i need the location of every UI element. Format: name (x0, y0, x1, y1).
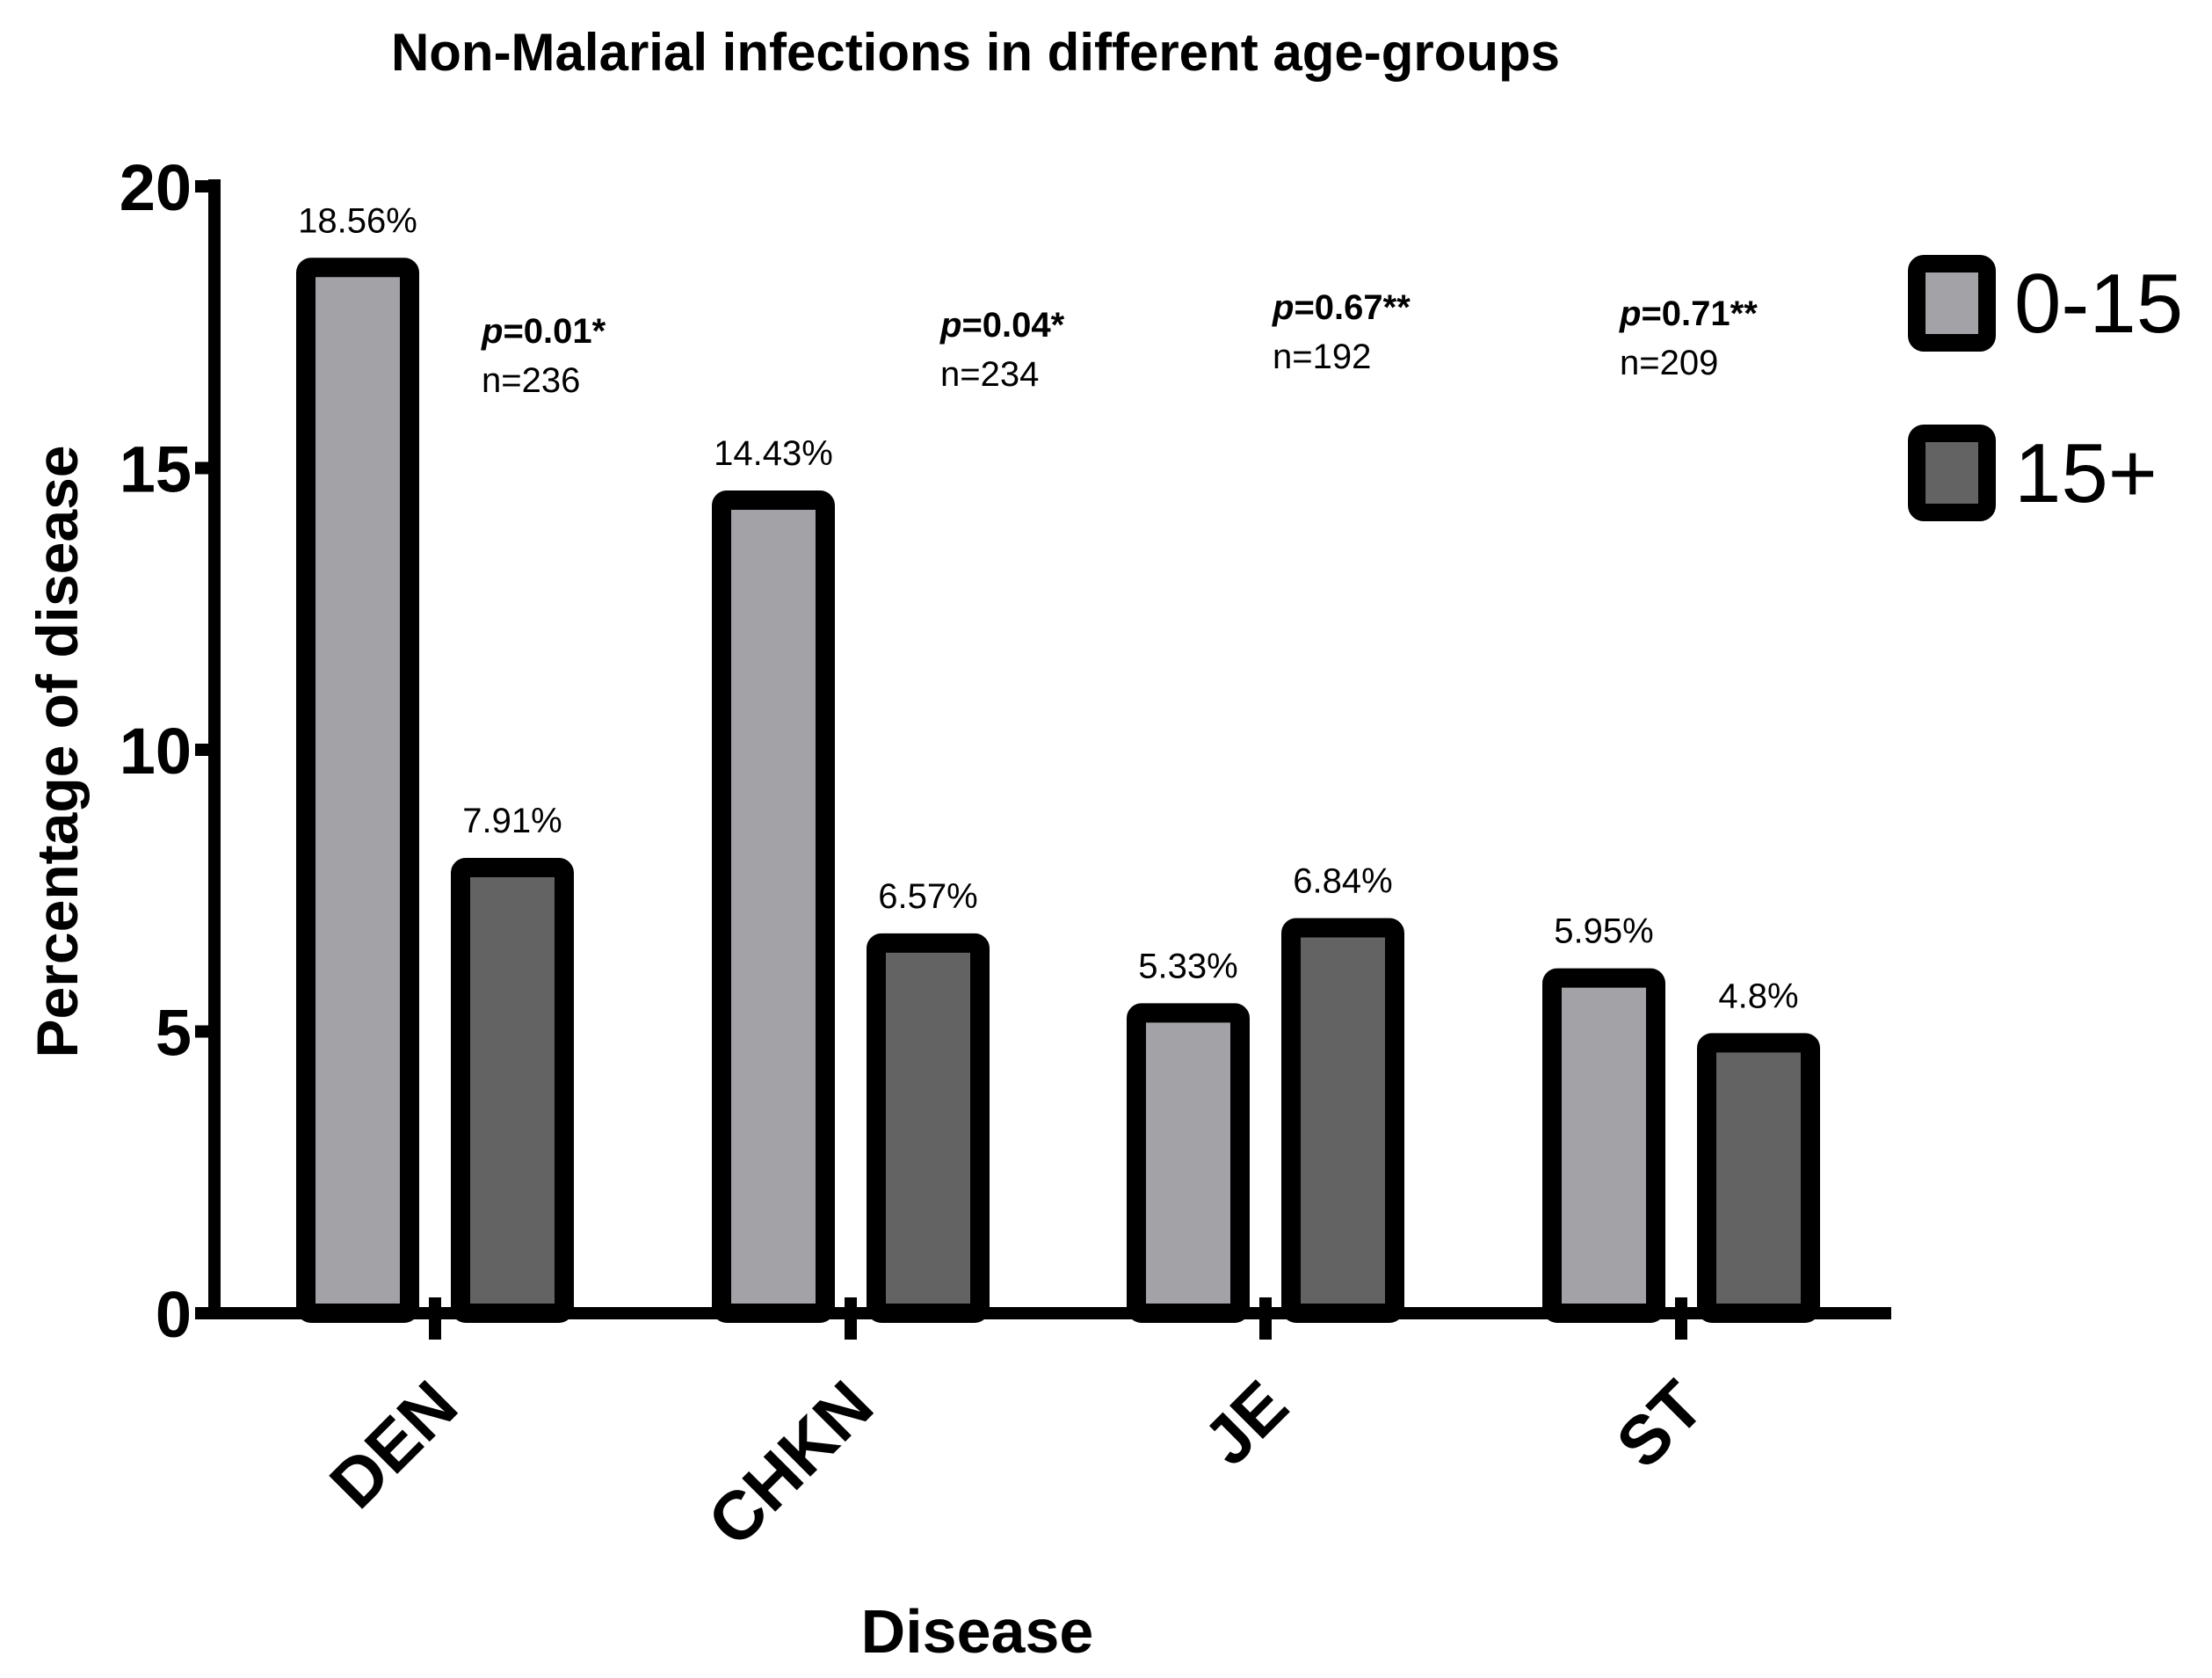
bar-den-age-0-15 (296, 258, 419, 1324)
p-value-text: =0.67** (1294, 288, 1411, 327)
legend-label-age-0-15: 0-15 (2014, 257, 2183, 351)
y-tick-label: 10 (120, 715, 192, 788)
sample-size-st: n=209 (1620, 344, 1718, 382)
data-label-chkn-age-0-15: 14.43% (714, 434, 833, 473)
p-value-st: p=0.71** (1619, 294, 1758, 333)
legend: 0-15 15+ (1908, 255, 2183, 521)
x-tick-label-st: ST (1601, 1366, 1718, 1483)
y-tick-label: 0 (156, 1278, 192, 1351)
x-tick-label-je: JE (1188, 1366, 1302, 1480)
legend-swatch-age-0-15 (1908, 255, 1996, 352)
data-label-st-age-0-15: 5.95% (1554, 912, 1653, 951)
sample-size-chkn: n=234 (940, 355, 1039, 394)
data-label-den-age-0-15: 18.56% (298, 201, 417, 240)
data-label-den-age-15-plus: 7.91% (462, 802, 562, 840)
legend-label-age-15-plus: 15+ (2014, 426, 2158, 520)
p-symbol: p (939, 306, 961, 345)
data-label-je-age-15-plus: 6.84% (1293, 862, 1392, 901)
p-value-den: p=0.01* (481, 312, 606, 351)
bar-je-age-0-15 (1127, 1003, 1250, 1324)
y-axis-label: Percentage of disease (25, 446, 90, 1058)
bar-je-age-15-plus (1281, 918, 1404, 1324)
x-tick-label-den: DEN (315, 1366, 472, 1523)
sample-size-den: n=236 (482, 361, 580, 400)
bar-st-age-0-15 (1542, 968, 1665, 1323)
p-value-text: =0.04* (961, 306, 1064, 345)
bar-chkn-age-15-plus (867, 933, 990, 1324)
bar-den-age-15-plus (451, 857, 574, 1323)
plot-area: 18.56% 7.91% DEN 14.43% 6.57% CHKN 5.33% 6.84% J… (120, 151, 1891, 1560)
data-label-st-age-15-plus: 4.8% (1718, 977, 1798, 1015)
sample-size-je: n=192 (1273, 338, 1371, 376)
x-tick-label-chkn: CHKN (693, 1366, 888, 1561)
bar-st-age-15-plus (1697, 1033, 1820, 1323)
data-label-chkn-age-15-plus: 6.57% (878, 877, 977, 916)
p-symbol: p (481, 312, 503, 351)
p-value-text: =0.01* (503, 312, 606, 351)
y-tick-label: 5 (156, 997, 192, 1070)
y-tick-label: 15 (120, 433, 192, 506)
x-axis-label: Disease (861, 1597, 1094, 1666)
p-value-text: =0.71** (1641, 294, 1758, 333)
data-label-je-age-0-15: 5.33% (1138, 947, 1237, 985)
chart-title: Non-Malarial infections in different age… (391, 23, 1560, 82)
p-value-chkn: p=0.04* (939, 306, 1065, 345)
bar-chkn-age-0-15 (712, 490, 835, 1323)
p-symbol: p (1619, 294, 1641, 333)
p-value-je: p=0.67** (1272, 288, 1411, 327)
p-symbol: p (1272, 288, 1294, 327)
y-tick-label: 20 (120, 151, 192, 224)
legend-swatch-age-15-plus (1908, 425, 1996, 521)
